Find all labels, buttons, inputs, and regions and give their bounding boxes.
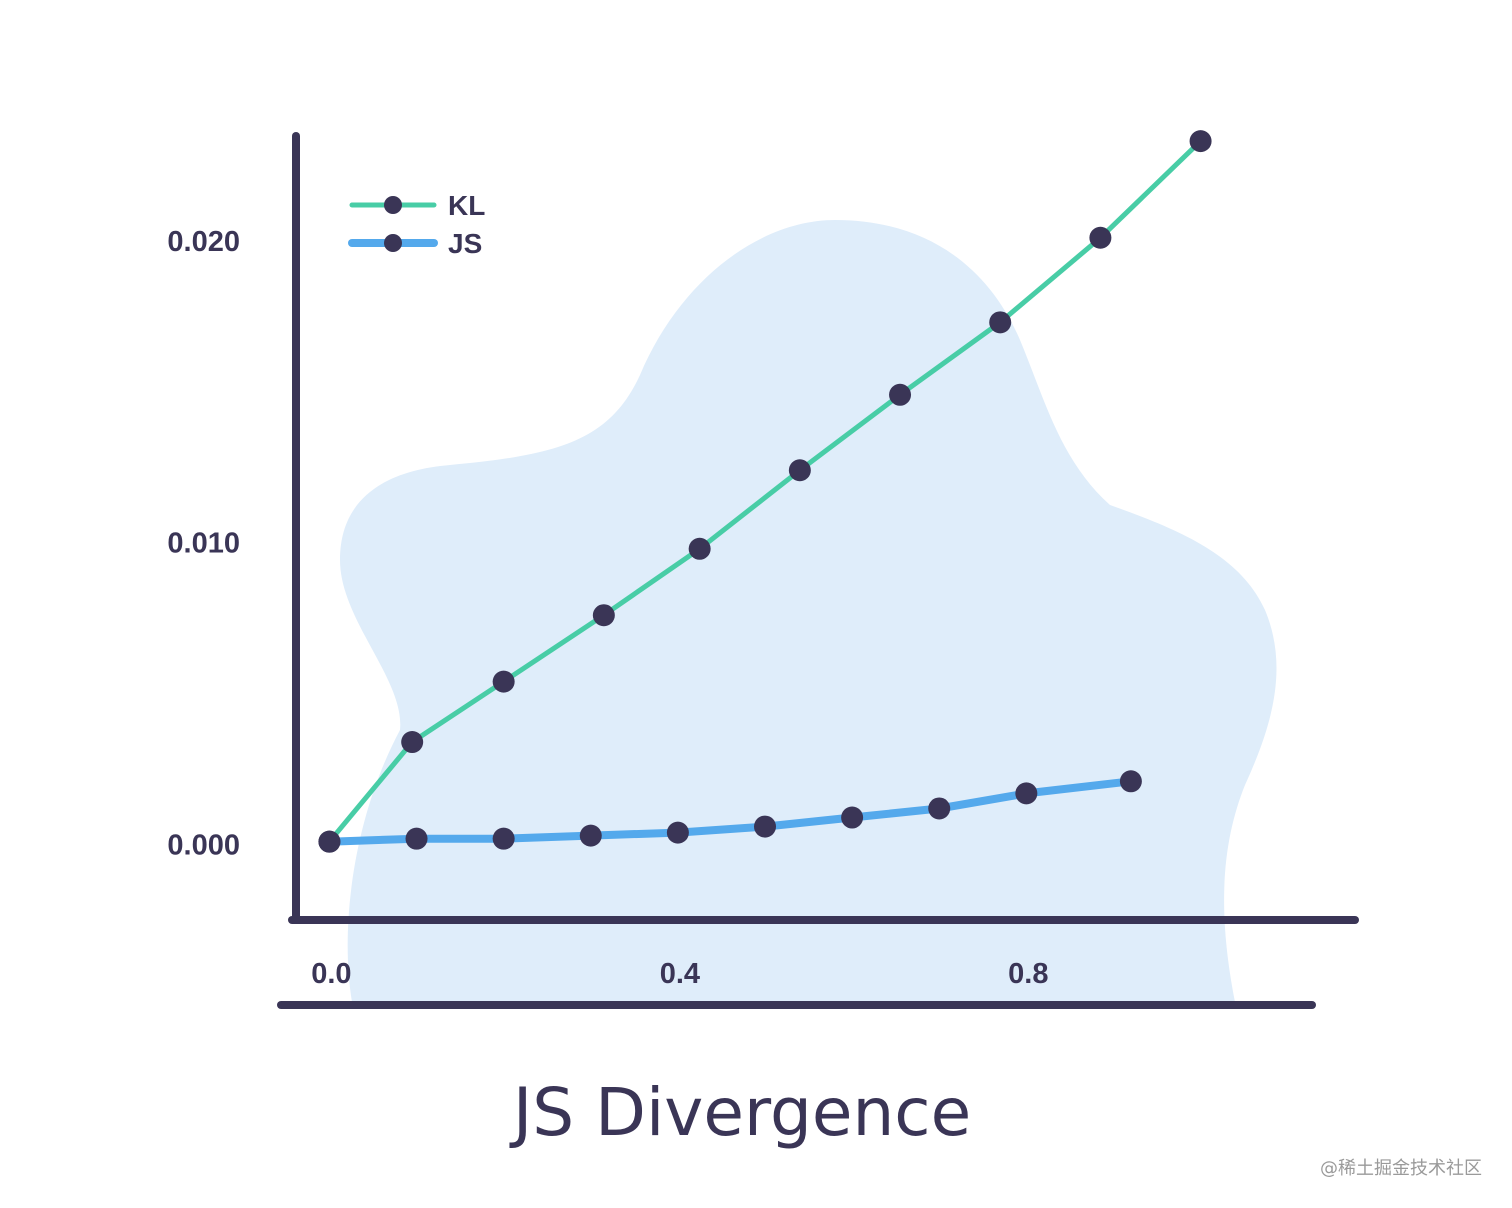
legend-marker-js — [384, 234, 402, 252]
data-point-kl — [989, 311, 1012, 334]
x-tick-label: 0.0 — [311, 958, 351, 990]
data-point-js — [754, 815, 776, 838]
data-point-js — [318, 830, 341, 853]
data-point-kl — [1089, 226, 1112, 249]
x-tick-label: 0.4 — [660, 958, 700, 990]
series-layer — [318, 130, 1212, 853]
data-point-kl — [592, 604, 615, 627]
data-point-js — [928, 797, 951, 820]
legend-marker-kl — [384, 196, 402, 214]
watermark-text: @稀土掘金技术社区 — [1320, 1158, 1482, 1179]
data-point-kl — [401, 731, 424, 754]
data-point-js — [579, 824, 602, 847]
data-point-kl — [1189, 130, 1212, 153]
data-point-js — [492, 827, 515, 850]
data-point-kl — [889, 383, 912, 406]
background-blob — [340, 220, 1277, 1002]
chart-title: JS Divergence — [509, 1074, 971, 1151]
series-line-kl — [326, 138, 1204, 845]
data-point-js — [666, 821, 689, 844]
data-point-js — [841, 806, 864, 829]
y-tick-label: 0.020 — [167, 226, 240, 258]
data-point-js — [1119, 770, 1142, 793]
data-point-js — [1015, 782, 1038, 805]
data-point-kl — [688, 537, 711, 560]
y-tick-label: 0.010 — [167, 528, 240, 560]
data-point-kl — [788, 459, 811, 482]
legend-label-kl: KL — [448, 190, 485, 221]
y-tick-label: 0.000 — [167, 830, 240, 862]
ticks-layer: 0.000 0.010 0.020 0.0 0.4 0.8 — [167, 226, 1048, 990]
axes — [277, 132, 1359, 1009]
legend: KL JS — [348, 190, 485, 259]
legend-label-js: JS — [448, 228, 482, 259]
data-point-kl — [492, 670, 515, 693]
x-tick-label: 0.8 — [1008, 958, 1048, 990]
data-point-js — [405, 827, 428, 850]
series-line-js — [325, 777, 1135, 846]
